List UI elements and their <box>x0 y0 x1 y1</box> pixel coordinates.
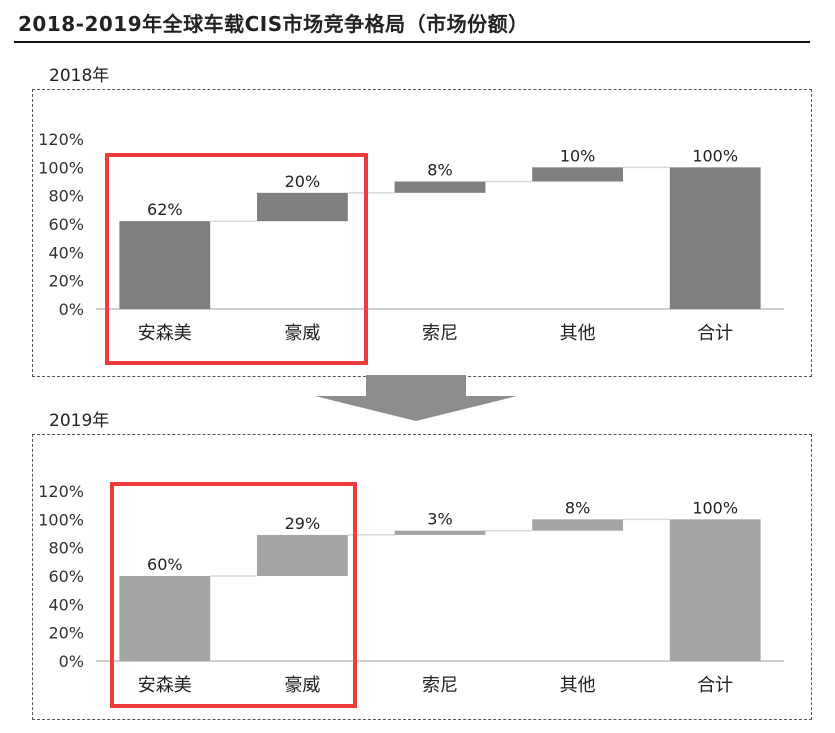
y-tick-label: 120% <box>38 130 84 149</box>
y-tick-label: 0% <box>59 300 84 319</box>
y-tick-label: 80% <box>48 187 84 206</box>
category-label: 安森美 <box>138 323 192 344</box>
y-tick-label: 40% <box>48 595 84 614</box>
data-label: 3% <box>427 510 452 529</box>
category-label: 豪威 <box>284 675 320 696</box>
data-label: 100% <box>692 498 738 517</box>
category-label: 合计 <box>697 323 733 344</box>
category-label: 其他 <box>560 675 596 696</box>
bar-1 <box>119 576 211 661</box>
y-tick-label: 60% <box>48 567 84 586</box>
y-tick-label: 80% <box>48 539 84 558</box>
bar-5 <box>669 519 761 661</box>
y-tick-label: 100% <box>38 510 84 529</box>
bar-5 <box>669 167 761 309</box>
y-tick-label: 100% <box>38 158 84 177</box>
bar-4 <box>532 167 624 182</box>
y-tick-label: 20% <box>48 624 84 643</box>
y-tick-label: 40% <box>48 243 84 262</box>
category-label: 索尼 <box>422 675 458 696</box>
category-label: 安森美 <box>138 675 192 696</box>
highlight-box <box>110 482 357 708</box>
data-label: 100% <box>692 146 738 165</box>
highlight-box <box>105 153 368 365</box>
y-tick-label: 120% <box>38 482 84 501</box>
category-label: 其他 <box>560 323 596 344</box>
bar-1 <box>119 221 211 309</box>
y-tick-label: 60% <box>48 215 84 234</box>
y-tick-label: 20% <box>48 272 84 291</box>
category-label: 豪威 <box>284 323 320 344</box>
bar-4 <box>532 519 624 531</box>
category-label: 索尼 <box>422 323 458 344</box>
bar-2 <box>256 192 348 222</box>
data-label: 62% <box>147 200 183 219</box>
panel-label-2019: 2019年 <box>46 411 113 431</box>
data-label: 8% <box>427 161 452 180</box>
data-label: 29% <box>285 514 321 533</box>
down-arrow-shape <box>315 375 517 421</box>
data-label: 10% <box>560 146 596 165</box>
data-label: 20% <box>285 172 321 191</box>
bar-2 <box>256 534 348 576</box>
panel-label-2018: 2018年 <box>46 66 113 86</box>
bar-3 <box>394 530 486 535</box>
title-rule <box>14 41 810 43</box>
data-label: 60% <box>147 555 183 574</box>
y-tick-label: 0% <box>59 652 84 671</box>
category-label: 合计 <box>697 675 733 696</box>
data-label: 8% <box>565 498 590 517</box>
bar-3 <box>394 181 486 193</box>
panel-2019 <box>32 434 812 720</box>
page-title: 2018-2019年全球车载CIS市场竞争格局（市场份额） <box>18 12 529 36</box>
